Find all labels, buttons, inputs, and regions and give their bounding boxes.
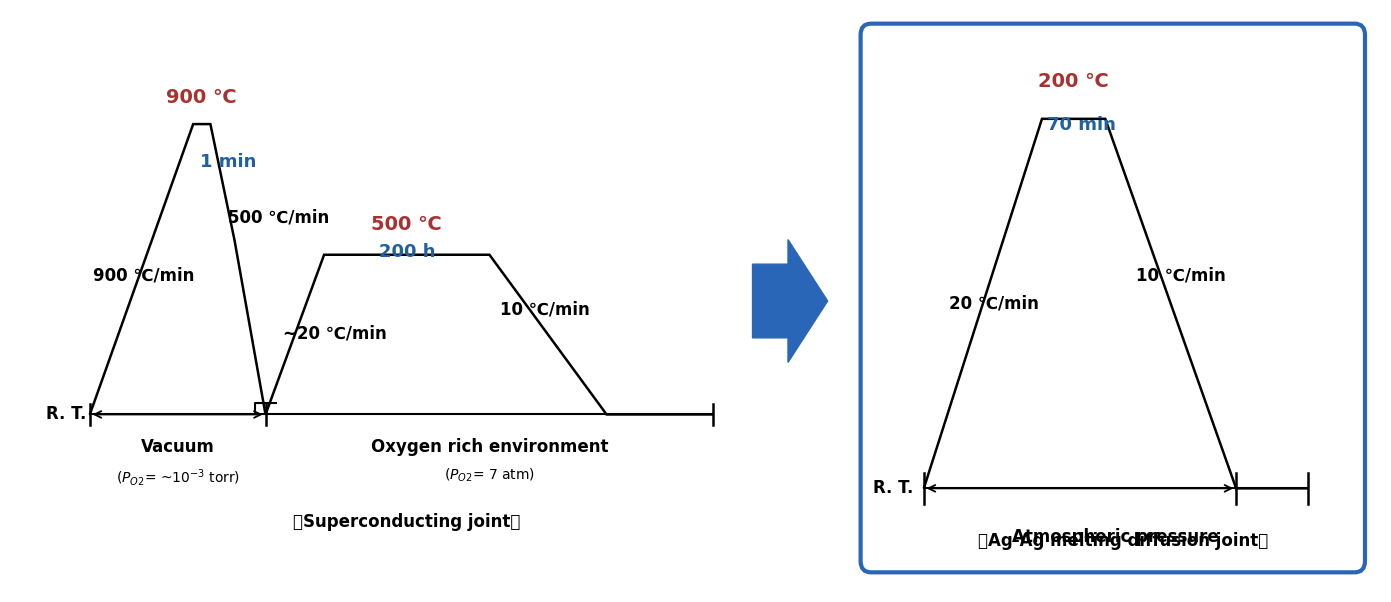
- Text: R. T.: R. T.: [46, 406, 86, 423]
- Text: 500 ℃: 500 ℃: [371, 216, 442, 234]
- Text: ~20 ℃/min: ~20 ℃/min: [282, 324, 387, 342]
- FancyBboxPatch shape: [861, 23, 1365, 573]
- Text: 20 ℃/min: 20 ℃/min: [949, 294, 1039, 312]
- Text: 10 ℃/min: 10 ℃/min: [1136, 267, 1225, 285]
- Text: 200 h: 200 h: [378, 243, 435, 261]
- Text: 10 ℃/min: 10 ℃/min: [499, 301, 590, 319]
- Text: 〈Superconducting joint〉: 〈Superconducting joint〉: [294, 513, 520, 531]
- Text: 900 ℃: 900 ℃: [167, 88, 236, 107]
- FancyArrow shape: [753, 240, 828, 362]
- Text: 900 ℃/min: 900 ℃/min: [93, 266, 195, 284]
- Text: 70 min: 70 min: [1047, 116, 1116, 134]
- Text: R. T.: R. T.: [874, 479, 914, 497]
- Text: Atmospheric pressure: Atmospheric pressure: [1013, 527, 1220, 545]
- Text: 200 ℃: 200 ℃: [1038, 72, 1109, 91]
- Text: 1 min: 1 min: [200, 153, 256, 171]
- Text: Oxygen rich environment: Oxygen rich environment: [370, 438, 608, 456]
- Text: 500 ℃/min: 500 ℃/min: [228, 208, 328, 226]
- Text: 〈Ag-Ag melting diffusion joint〉: 〈Ag-Ag melting diffusion joint〉: [978, 532, 1269, 550]
- Text: Vacuum: Vacuum: [140, 438, 214, 456]
- Text: ($P_{O2}$= ~10$^{-3}$ torr): ($P_{O2}$= ~10$^{-3}$ torr): [115, 467, 239, 488]
- Text: ($P_{O2}$= 7 atm): ($P_{O2}$= 7 atm): [444, 467, 536, 484]
